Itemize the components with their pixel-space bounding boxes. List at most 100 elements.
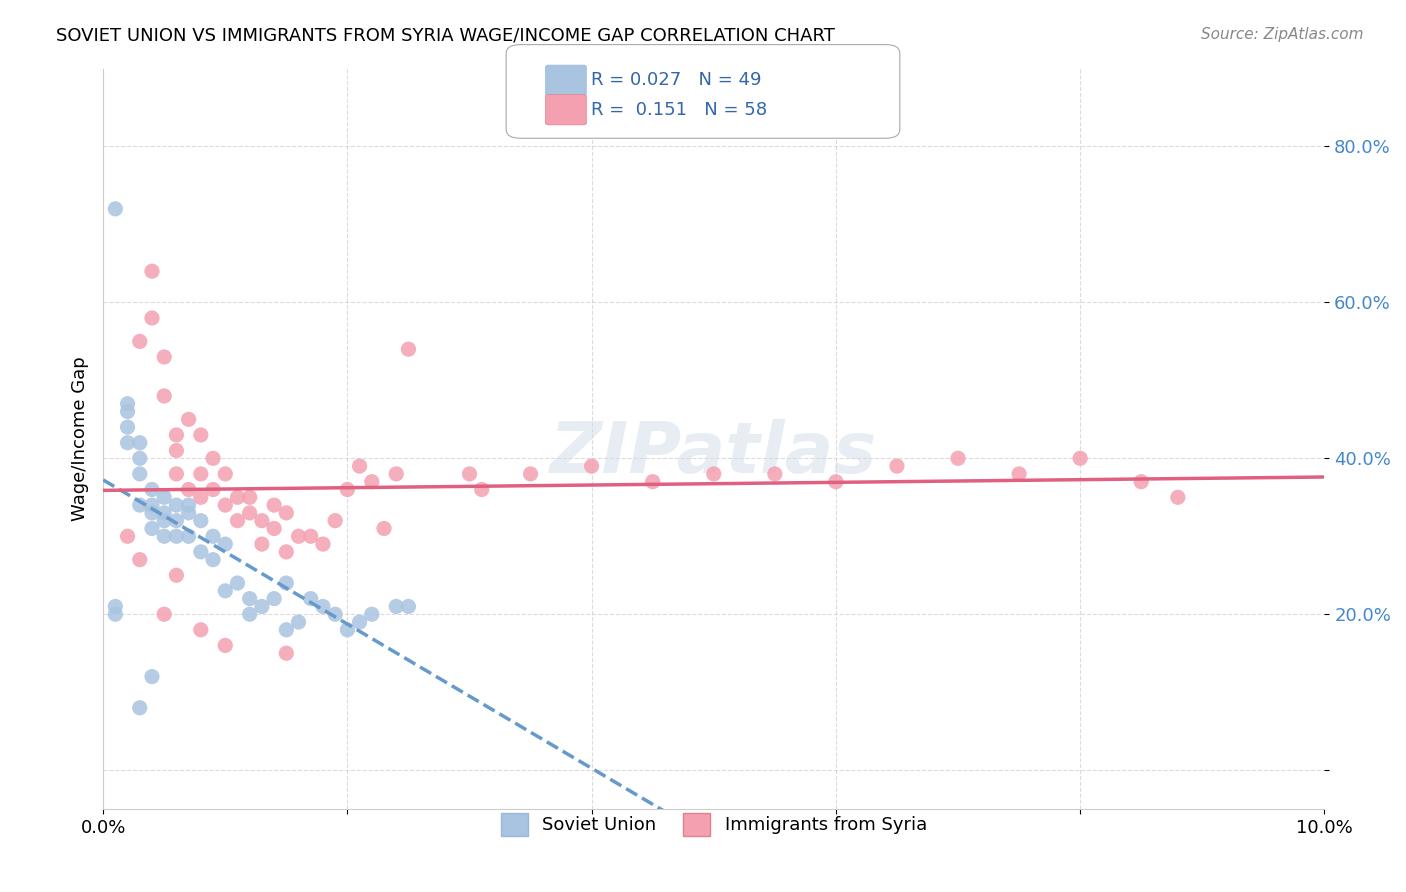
Point [214, 639, 236, 653]
Point [141, 670, 163, 684]
Point [214, 537, 236, 551]
Point [226, 576, 249, 591]
Point [946, 451, 969, 466]
Point [323, 607, 346, 622]
Point [153, 514, 176, 528]
Point [763, 467, 786, 481]
Point [202, 552, 225, 566]
Point [703, 467, 725, 481]
Point [128, 334, 150, 349]
Point [287, 615, 309, 629]
Point [165, 443, 187, 458]
Point [312, 537, 335, 551]
Point [349, 615, 371, 629]
Point [226, 491, 249, 505]
Point [471, 483, 494, 497]
Text: R =  0.151   N = 58: R = 0.151 N = 58 [591, 101, 766, 119]
Point [141, 506, 163, 520]
Point [250, 537, 273, 551]
Point [1167, 491, 1189, 505]
Point [825, 475, 848, 489]
Point [117, 404, 139, 418]
Point [153, 529, 176, 543]
Point [276, 506, 298, 520]
Point [165, 467, 187, 481]
Point [153, 350, 176, 364]
Point [104, 202, 127, 216]
Text: Source: ZipAtlas.com: Source: ZipAtlas.com [1201, 27, 1364, 42]
Point [165, 514, 187, 528]
Point [165, 498, 187, 512]
Point [104, 607, 127, 622]
Point [263, 521, 285, 535]
Point [519, 467, 541, 481]
Point [128, 552, 150, 566]
Point [287, 529, 309, 543]
Point [190, 428, 212, 442]
Point [177, 483, 200, 497]
Point [214, 583, 236, 598]
Point [128, 435, 150, 450]
Point [165, 568, 187, 582]
Point [299, 529, 322, 543]
Point [385, 599, 408, 614]
Point [349, 459, 371, 474]
Point [312, 599, 335, 614]
Point [239, 506, 262, 520]
Point [239, 491, 262, 505]
Point [299, 591, 322, 606]
Point [360, 475, 382, 489]
Point [177, 498, 200, 512]
Point [276, 646, 298, 660]
Point [214, 467, 236, 481]
Point [104, 599, 127, 614]
Point [641, 475, 664, 489]
Point [250, 599, 273, 614]
Legend: Soviet Union, Immigrants from Syria: Soviet Union, Immigrants from Syria [492, 805, 936, 845]
Point [336, 623, 359, 637]
Point [239, 607, 262, 622]
Point [153, 389, 176, 403]
Point [190, 623, 212, 637]
Text: R = 0.027   N = 49: R = 0.027 N = 49 [591, 71, 761, 89]
Point [323, 514, 346, 528]
Point [202, 529, 225, 543]
Point [190, 514, 212, 528]
Point [141, 521, 163, 535]
Point [128, 451, 150, 466]
Point [177, 412, 200, 426]
Point [581, 459, 603, 474]
Point [117, 435, 139, 450]
Point [385, 467, 408, 481]
Point [165, 428, 187, 442]
Text: SOVIET UNION VS IMMIGRANTS FROM SYRIA WAGE/INCOME GAP CORRELATION CHART: SOVIET UNION VS IMMIGRANTS FROM SYRIA WA… [56, 27, 835, 45]
Point [1069, 451, 1091, 466]
Point [190, 491, 212, 505]
Point [141, 310, 163, 325]
Y-axis label: Wage/Income Gap: Wage/Income Gap [72, 357, 89, 521]
Point [1130, 475, 1153, 489]
Point [398, 342, 420, 356]
Point [128, 700, 150, 714]
Text: ZIPatlas: ZIPatlas [550, 419, 877, 488]
Point [250, 514, 273, 528]
Point [239, 591, 262, 606]
Point [398, 599, 420, 614]
Point [153, 506, 176, 520]
Point [177, 506, 200, 520]
Point [190, 467, 212, 481]
Point [141, 264, 163, 278]
Point [214, 498, 236, 512]
Point [202, 451, 225, 466]
Point [153, 607, 176, 622]
Point [117, 397, 139, 411]
Point [263, 498, 285, 512]
Point [886, 459, 908, 474]
Point [177, 529, 200, 543]
Point [141, 498, 163, 512]
Point [276, 576, 298, 591]
Point [128, 498, 150, 512]
Point [141, 483, 163, 497]
Point [373, 521, 395, 535]
Point [117, 529, 139, 543]
